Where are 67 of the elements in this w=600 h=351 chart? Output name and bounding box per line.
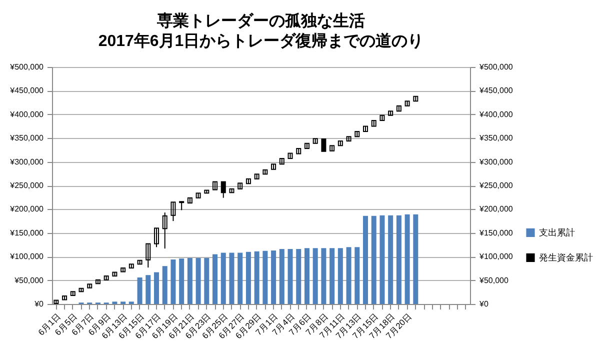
bar (238, 252, 243, 304)
y2-tick-label: ¥300,000 (478, 157, 514, 166)
candlestick (146, 243, 151, 268)
bar (338, 248, 343, 304)
candlestick (154, 228, 159, 248)
bar (212, 254, 218, 304)
y-tick-label: ¥200,000 (9, 204, 44, 214)
y2-tick-label: ¥200,000 (478, 204, 514, 214)
legend-label: 支出累計 (539, 228, 575, 238)
y2-tick-label: ¥150,000 (478, 228, 514, 238)
bar (271, 250, 276, 304)
bar (246, 252, 251, 304)
bar (413, 214, 418, 304)
bar (196, 258, 201, 304)
bar (229, 252, 234, 304)
candlestick (220, 181, 226, 198)
y-tick-label: ¥400,000 (9, 110, 44, 119)
bar (179, 258, 184, 304)
candlestick (321, 138, 326, 152)
bar (254, 251, 260, 304)
bar (330, 248, 335, 304)
y-tick-label: ¥0 (34, 300, 44, 308)
y-tick-label: ¥300,000 (9, 157, 44, 166)
bar (404, 214, 410, 304)
y-tick-label: ¥500,000 (9, 62, 44, 72)
bar (146, 275, 151, 304)
bar (312, 248, 318, 304)
y-tick-label: ¥450,000 (9, 86, 44, 96)
bar (187, 258, 192, 304)
y-tick-label: ¥250,000 (9, 181, 44, 190)
bar (363, 216, 368, 304)
y2-tick-label: ¥500,000 (478, 62, 514, 72)
candlestick (212, 181, 218, 190)
bar (380, 215, 385, 304)
chart-title: 専業トレーダーの孤独な生活 (156, 12, 365, 30)
y2-tick-label: ¥50,000 (478, 276, 509, 285)
y-tick-label: ¥100,000 (9, 252, 44, 262)
bar (388, 215, 394, 304)
bar (321, 248, 326, 304)
y2-tick-label: ¥0 (478, 300, 489, 308)
bar (354, 247, 360, 304)
bar (279, 249, 284, 304)
bar (170, 259, 176, 304)
candlestick (170, 202, 176, 222)
y-tick-label: ¥50,000 (14, 276, 44, 285)
y2-tick-label: ¥100,000 (478, 252, 514, 262)
y-tick-label: ¥150,000 (9, 228, 44, 238)
bar (288, 249, 293, 304)
bar (346, 247, 352, 304)
chart-subtitle: 2017年6月1日からトレーダ復帰までの道のり (98, 32, 424, 50)
bar (396, 215, 402, 304)
bar (296, 249, 302, 304)
y2-tick-label: ¥350,000 (478, 134, 514, 143)
candlestick (162, 212, 168, 250)
y2-tick-label: ¥450,000 (478, 86, 514, 96)
bar (262, 250, 268, 304)
bar (304, 248, 310, 304)
y-tick-label: ¥350,000 (9, 134, 44, 143)
bar (154, 272, 159, 304)
legend-label: 発生資金累計 (539, 252, 593, 263)
bar (204, 258, 210, 304)
bar (220, 252, 226, 304)
bar (371, 216, 376, 304)
y2-tick-label: ¥250,000 (478, 181, 514, 190)
bar (162, 266, 168, 304)
y2-tick-label: ¥400,000 (478, 110, 514, 119)
bar (137, 277, 142, 304)
